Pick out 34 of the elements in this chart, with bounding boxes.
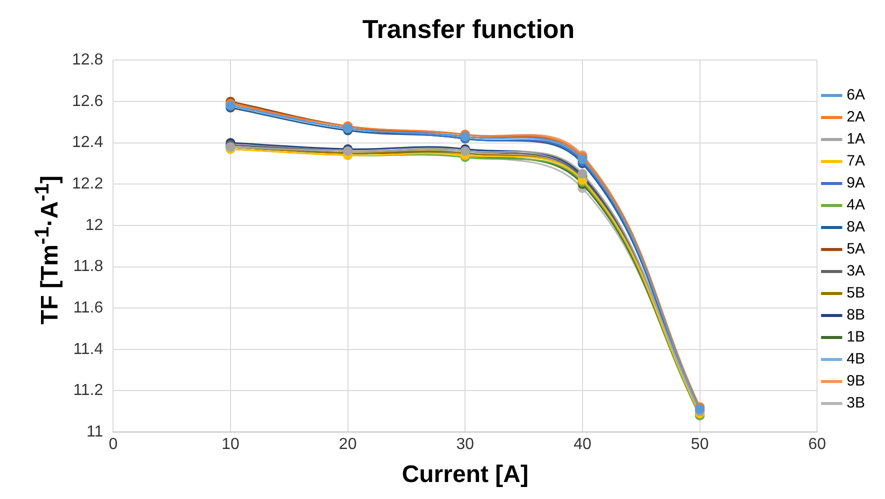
legend-label: 2A <box>846 108 866 126</box>
legend-label: 5B <box>846 284 866 302</box>
y-tick-label: 11.6 <box>73 299 104 316</box>
x-tick-label: 30 <box>456 436 474 454</box>
legend-label: 4A <box>846 196 866 214</box>
legend-label: 7A <box>846 152 866 170</box>
legend-label: 8B <box>846 306 866 324</box>
y-tick-label: 12.8 <box>72 52 104 69</box>
y-tick-label: 11.4 <box>73 340 104 358</box>
y-tick-label: 11 <box>86 423 104 440</box>
legend-label: 5A <box>846 240 866 258</box>
y-tick-label: 11.8 <box>73 258 104 276</box>
legend-label: 9A <box>846 174 866 192</box>
x-tick-label: 60 <box>808 436 826 454</box>
legend-label: 3B <box>846 394 866 412</box>
chart-title: Transfer function <box>362 14 575 44</box>
y-tick-label: 12.4 <box>72 134 104 152</box>
x-tick-label: 0 <box>108 436 118 454</box>
x-tick-label: 40 <box>574 436 592 454</box>
x-tick-label: 50 <box>690 436 709 454</box>
legend-label: 6A <box>846 86 866 104</box>
legend-label: 1B <box>846 328 866 346</box>
legend-label: 4B <box>846 350 866 368</box>
x-tick-label: 20 <box>338 436 357 454</box>
y-tick-label: 12.6 <box>72 92 104 110</box>
x-tick-label: 10 <box>222 436 240 454</box>
legend-label: 1A <box>846 130 866 148</box>
legend-label: 9B <box>846 372 866 390</box>
y-tick-label: 12.2 <box>72 176 104 193</box>
y-tick-label: 12 <box>85 216 104 234</box>
legend-label: 3A <box>846 262 866 280</box>
y-tick-label: 11.2 <box>73 382 104 400</box>
x-axis-title: Current [A] <box>402 461 528 488</box>
legend-label: 8A <box>846 218 866 236</box>
